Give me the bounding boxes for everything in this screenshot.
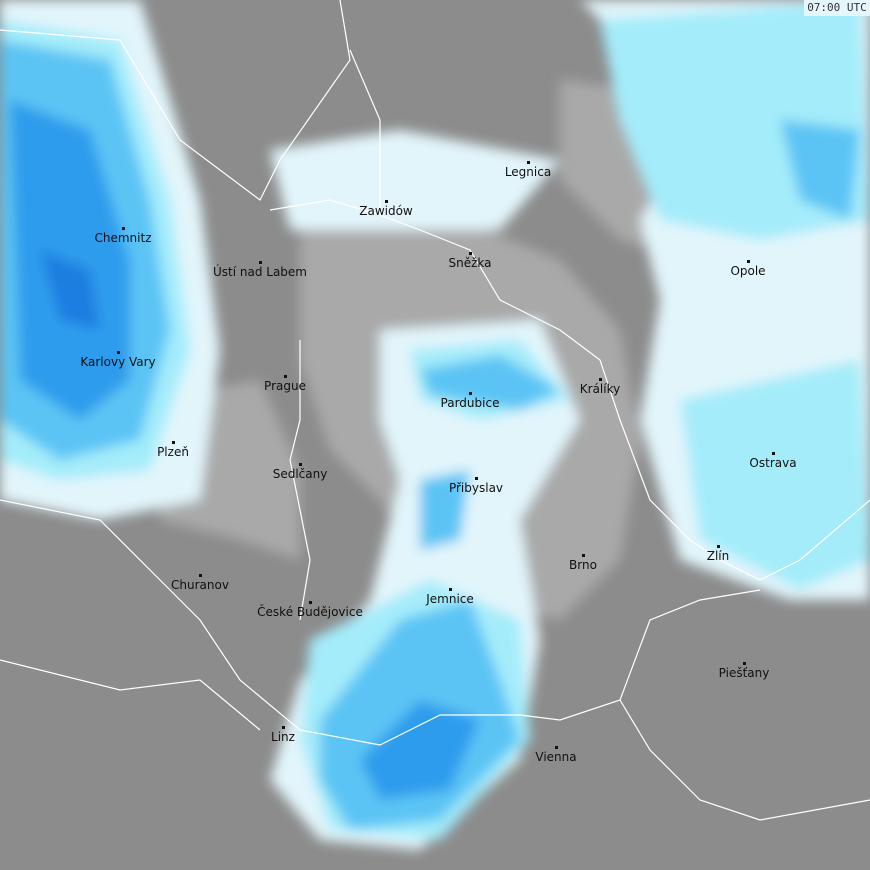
city-label: Brno xyxy=(569,558,597,572)
city-marker xyxy=(743,662,746,665)
city-label: Pardubice xyxy=(440,396,500,410)
city-marker xyxy=(772,452,775,455)
city-marker xyxy=(259,261,262,264)
city-marker xyxy=(199,574,202,577)
city-marker xyxy=(282,726,285,729)
city-marker xyxy=(475,477,478,480)
city-label: Legnica xyxy=(504,165,552,179)
city-marker xyxy=(449,588,452,591)
precipitation-layer xyxy=(0,0,870,850)
city-marker xyxy=(172,441,175,444)
city-label: Přibyslav xyxy=(448,481,504,495)
city-label: Chemnitz xyxy=(94,231,152,245)
city-label: Piešťany xyxy=(718,666,770,680)
city-marker xyxy=(117,351,120,354)
city-label: Churanov xyxy=(171,578,229,592)
city-label: Vienna xyxy=(535,750,577,764)
city-marker xyxy=(555,746,558,749)
city-marker xyxy=(469,252,472,255)
city-marker xyxy=(747,260,750,263)
city-label: Zawidów xyxy=(359,204,413,218)
city-marker xyxy=(599,378,602,381)
city-label: Linz xyxy=(271,730,295,744)
timestamp-label: 07:00 UTC xyxy=(804,0,870,16)
city-marker xyxy=(469,392,472,395)
city-marker xyxy=(717,545,720,548)
city-marker xyxy=(385,200,388,203)
city-label: Karlovy Vary xyxy=(80,355,156,369)
country-borders xyxy=(0,0,870,821)
city-label: Sedlčany xyxy=(272,467,328,481)
city-marker xyxy=(284,375,287,378)
city-label: Králíky xyxy=(579,382,621,396)
city-label: Prague xyxy=(264,379,306,393)
city-marker xyxy=(309,601,312,604)
city-marker xyxy=(122,227,125,230)
city-label: Ostrava xyxy=(749,456,797,470)
city-label: Jemnice xyxy=(426,592,474,606)
city-label: Opole xyxy=(730,264,766,278)
city-label: Sněžka xyxy=(448,256,492,270)
city-marker xyxy=(527,161,530,164)
city-label: Plzeň xyxy=(157,445,189,459)
city-label: Ústí nad Labem xyxy=(212,265,308,279)
city-marker xyxy=(582,554,585,557)
city-label: Zlín xyxy=(706,549,730,563)
city-marker xyxy=(299,463,302,466)
city-label: České Budějovice xyxy=(257,605,363,619)
